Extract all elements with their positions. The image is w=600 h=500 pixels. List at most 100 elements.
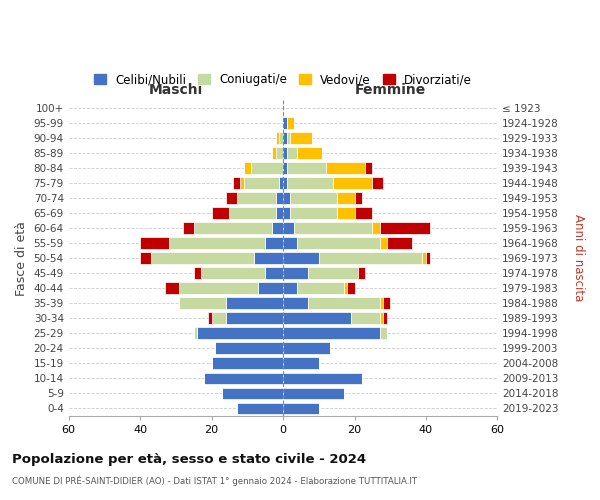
Bar — [226, 192, 236, 204]
Bar — [383, 312, 386, 324]
Bar — [212, 358, 283, 369]
Bar — [215, 342, 283, 354]
Bar — [283, 192, 290, 204]
Bar — [290, 207, 337, 219]
Bar — [283, 402, 319, 414]
Bar — [212, 207, 229, 219]
Bar — [290, 132, 311, 143]
Bar — [298, 237, 380, 249]
Bar — [283, 312, 351, 324]
Bar — [283, 328, 380, 339]
Bar — [179, 298, 226, 309]
Bar — [383, 298, 390, 309]
Bar — [283, 117, 287, 128]
Bar — [290, 192, 337, 204]
Bar — [280, 132, 283, 143]
Bar — [426, 252, 430, 264]
Bar — [258, 282, 283, 294]
Bar — [276, 207, 283, 219]
Bar — [283, 388, 344, 400]
Bar — [380, 312, 383, 324]
Text: Popolazione per età, sesso e stato civile - 2024: Popolazione per età, sesso e stato civil… — [12, 452, 366, 466]
Bar — [283, 162, 287, 174]
Bar — [287, 162, 326, 174]
Bar — [236, 402, 283, 414]
Bar — [283, 282, 298, 294]
Text: COMUNE DI PRÉ-SAINT-DIDIER (AO) - Dati ISTAT 1° gennaio 2024 - Elaborazione TUTT: COMUNE DI PRÉ-SAINT-DIDIER (AO) - Dati I… — [12, 476, 417, 486]
Bar — [294, 222, 373, 234]
Bar — [283, 237, 298, 249]
Bar — [244, 162, 251, 174]
Bar — [240, 177, 244, 189]
Bar — [287, 147, 298, 159]
Bar — [276, 132, 280, 143]
Bar — [283, 207, 290, 219]
Bar — [169, 237, 265, 249]
Bar — [151, 252, 254, 264]
Bar — [283, 268, 308, 279]
Bar — [283, 147, 287, 159]
Bar — [337, 192, 355, 204]
Legend: Celibi/Nubili, Coniugati/e, Vedovi/e, Divorziati/e: Celibi/Nubili, Coniugati/e, Vedovi/e, Di… — [89, 68, 476, 91]
Bar — [308, 268, 358, 279]
Bar — [205, 372, 283, 384]
Bar — [380, 237, 386, 249]
Bar — [380, 222, 430, 234]
Text: Maschi: Maschi — [149, 84, 203, 98]
Bar — [254, 252, 283, 264]
Bar — [236, 192, 276, 204]
Bar — [283, 342, 329, 354]
Bar — [283, 372, 362, 384]
Bar — [298, 147, 322, 159]
Bar — [265, 237, 283, 249]
Y-axis label: Anni di nascita: Anni di nascita — [572, 214, 585, 302]
Bar — [179, 282, 258, 294]
Bar — [380, 298, 383, 309]
Bar — [233, 177, 240, 189]
Bar — [140, 237, 169, 249]
Bar — [183, 222, 194, 234]
Bar — [326, 162, 365, 174]
Bar — [386, 237, 412, 249]
Bar — [140, 252, 151, 264]
Bar — [422, 252, 426, 264]
Bar — [283, 298, 308, 309]
Bar — [344, 282, 347, 294]
Bar — [229, 207, 276, 219]
Text: Femmine: Femmine — [355, 84, 426, 98]
Bar — [226, 298, 283, 309]
Bar — [319, 252, 422, 264]
Bar — [265, 268, 283, 279]
Bar — [226, 312, 283, 324]
Bar — [197, 328, 283, 339]
Bar — [194, 328, 197, 339]
Bar — [355, 192, 362, 204]
Bar — [351, 312, 380, 324]
Bar — [347, 282, 355, 294]
Bar — [244, 177, 280, 189]
Bar — [165, 282, 179, 294]
Bar — [251, 162, 283, 174]
Bar — [337, 207, 355, 219]
Bar — [283, 358, 319, 369]
Bar — [365, 162, 373, 174]
Bar — [272, 147, 276, 159]
Bar — [223, 388, 283, 400]
Bar — [287, 177, 333, 189]
Bar — [373, 222, 380, 234]
Bar — [298, 282, 344, 294]
Bar — [280, 177, 283, 189]
Bar — [283, 177, 287, 189]
Bar — [283, 222, 294, 234]
Bar — [276, 192, 283, 204]
Bar — [194, 222, 272, 234]
Bar — [333, 177, 373, 189]
Bar — [276, 147, 283, 159]
Bar — [358, 268, 365, 279]
Bar — [308, 298, 380, 309]
Bar — [373, 177, 383, 189]
Y-axis label: Fasce di età: Fasce di età — [15, 220, 28, 296]
Bar — [287, 132, 290, 143]
Bar — [212, 312, 226, 324]
Bar — [287, 117, 294, 128]
